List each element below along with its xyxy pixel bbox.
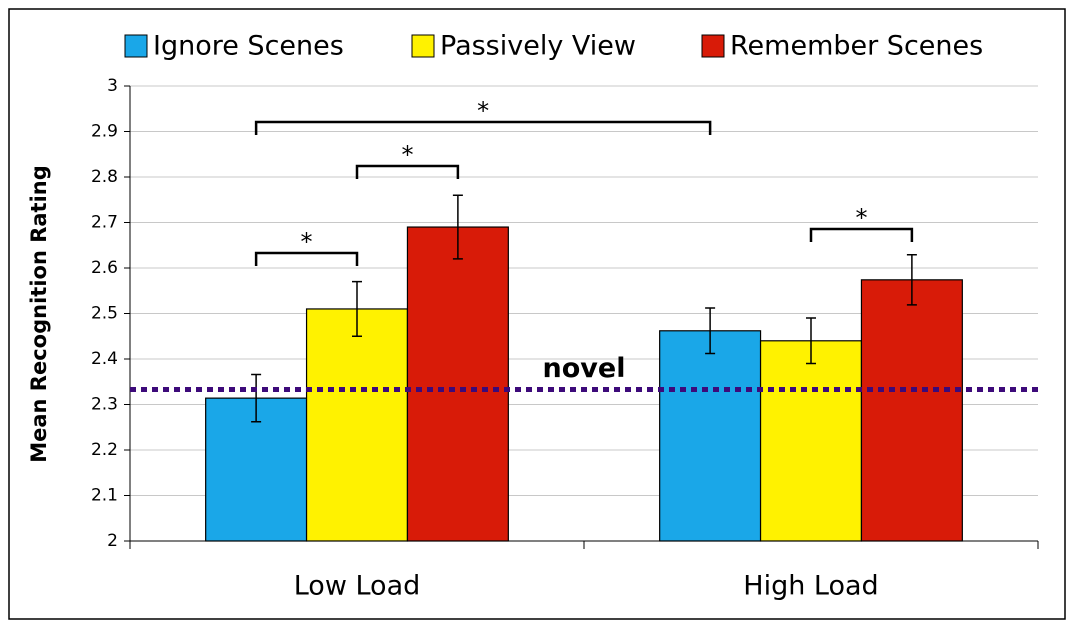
significance-star: * bbox=[855, 204, 867, 232]
legend-label: Remember Scenes bbox=[730, 31, 983, 62]
y-tick-label: 2 bbox=[107, 531, 118, 551]
significance-bracket bbox=[254, 251, 359, 266]
legend-label: Ignore Scenes bbox=[153, 31, 344, 62]
frame bbox=[8, 8, 1066, 620]
bar bbox=[860, 279, 963, 542]
significance-bracket bbox=[254, 120, 712, 135]
error-bar bbox=[705, 307, 716, 355]
bar bbox=[759, 340, 863, 542]
legend-swatch bbox=[701, 34, 725, 58]
bar bbox=[305, 308, 409, 542]
y-tick-label: 2.8 bbox=[91, 167, 118, 187]
significance-star: * bbox=[401, 141, 413, 169]
y-axis-title: Mean Recognition Rating bbox=[27, 165, 51, 463]
error-bar bbox=[251, 373, 262, 423]
y-tick-label: 2.1 bbox=[91, 486, 118, 506]
y-tick-label: 2.4 bbox=[91, 349, 118, 369]
significance-star: * bbox=[301, 228, 313, 256]
significance-bracket bbox=[809, 227, 914, 242]
legend-swatch bbox=[411, 34, 435, 58]
legend-label: Passively View bbox=[440, 31, 636, 62]
error-bar bbox=[806, 317, 816, 365]
bar bbox=[406, 226, 509, 542]
y-tick-label: 2.9 bbox=[91, 122, 118, 142]
legend-swatch bbox=[124, 34, 148, 58]
error-bar bbox=[352, 280, 362, 337]
y-tick-label: 2.5 bbox=[91, 304, 118, 324]
y-tick-label: 2.2 bbox=[91, 440, 118, 460]
y-tick-label: 3 bbox=[107, 76, 118, 96]
reference-label: novel bbox=[543, 353, 626, 384]
significance-star: * bbox=[477, 97, 489, 125]
x-tick-label: High Load bbox=[743, 571, 878, 602]
y-tick-label: 2.7 bbox=[91, 213, 118, 233]
y-tick-label: 2.3 bbox=[91, 395, 118, 415]
x-tick-label: Low Load bbox=[294, 571, 421, 602]
error-bar bbox=[452, 194, 463, 260]
error-bar bbox=[906, 254, 917, 306]
significance-bracket bbox=[355, 164, 460, 179]
y-tick-label: 2.6 bbox=[91, 258, 118, 278]
bar bbox=[659, 330, 762, 542]
